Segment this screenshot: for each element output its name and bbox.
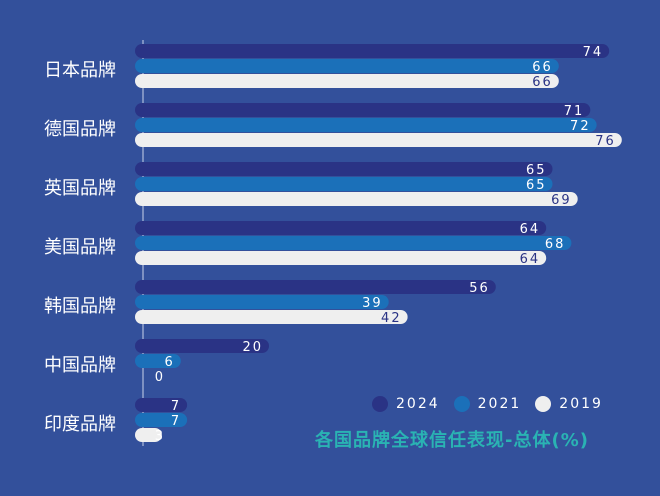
data-label: 20 [242, 340, 263, 355]
legend-label: 2021 [477, 396, 522, 412]
data-label: 65 [526, 178, 547, 193]
bar-2024 [135, 162, 553, 176]
category-label: 德国品牌 [44, 119, 116, 140]
data-label: 76 [595, 134, 616, 149]
chart-title: 各国品牌全球信任表现-总体(%) [315, 430, 589, 451]
bar-2021 [135, 295, 389, 309]
data-label: 7 [171, 414, 181, 429]
bar-2024 [135, 221, 547, 235]
data-label: 42 [381, 311, 402, 326]
bar-2024 [135, 103, 591, 117]
bar-2019 [135, 251, 547, 265]
data-label: 64 [520, 252, 541, 267]
data-label: 74 [583, 45, 604, 60]
data-label: 56 [469, 281, 490, 296]
bar-2024 [135, 398, 188, 412]
bar-2021 [135, 236, 572, 250]
bar-2021 [135, 413, 188, 427]
category-label: 美国品牌 [44, 237, 116, 258]
data-label: 0 [155, 370, 165, 385]
legend-swatch [372, 396, 388, 412]
data-label: 69 [551, 193, 572, 208]
data-label: 68 [545, 237, 566, 252]
legend-item-2021: 2021 [453, 396, 522, 412]
category-label: 日本品牌 [44, 60, 116, 81]
bar-2019 [135, 133, 622, 147]
bar-2021 [135, 177, 553, 191]
category-label: 印度品牌 [44, 414, 116, 435]
legend-swatch [453, 396, 470, 412]
data-label: 3 [155, 429, 165, 444]
bar-2024 [135, 44, 610, 58]
bar-2021 [135, 118, 597, 132]
bar-2024 [135, 339, 269, 353]
legend-item-2024: 2024 [372, 396, 440, 412]
legend-swatch [535, 396, 552, 412]
legend-item-2019: 2019 [535, 396, 603, 412]
bar-2019 [135, 428, 162, 442]
bar-2021 [135, 59, 559, 73]
bar-2024 [135, 280, 496, 294]
category-label: 韩国品牌 [44, 296, 116, 317]
legend-label: 2024 [396, 396, 440, 412]
data-label: 71 [564, 104, 585, 119]
data-label: 65 [526, 163, 547, 178]
bar-2019 [135, 192, 578, 206]
bar-2021 [135, 354, 181, 368]
legend-label: 2019 [559, 396, 603, 412]
bar-2019 [135, 310, 408, 324]
data-label: 72 [570, 119, 591, 134]
data-label: 66 [532, 60, 553, 75]
bar-2019 [135, 74, 559, 88]
data-label: 39 [362, 296, 383, 311]
data-label: 6 [165, 355, 175, 370]
data-label: 64 [520, 222, 541, 237]
data-label: 66 [532, 75, 553, 90]
category-label: 中国品牌 [44, 355, 116, 376]
category-label: 英国品牌 [44, 178, 116, 199]
data-label: 7 [171, 399, 181, 414]
legend: 2024 2021 2019 [372, 396, 617, 412]
